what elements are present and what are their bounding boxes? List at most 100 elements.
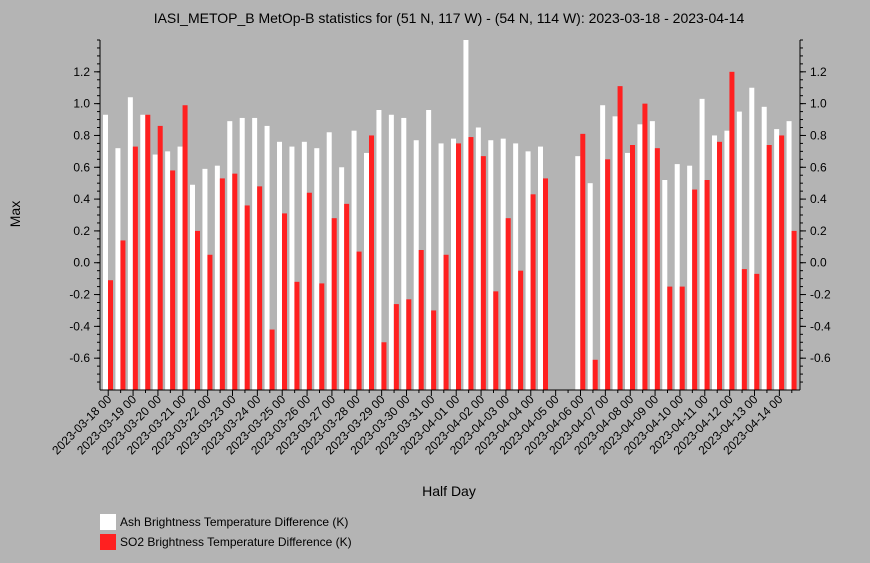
so2-bar [145, 114, 151, 391]
so2-bar [319, 283, 325, 390]
so2-bar [232, 173, 238, 390]
ash-bar [687, 165, 693, 390]
ash-bar [786, 121, 792, 390]
ash-bar [736, 111, 742, 390]
ash-bar [351, 130, 357, 390]
so2-bar [406, 299, 412, 390]
plot-area: -0.6 -0.6 -0.4 -0.4 -0.2 -0.2 0.0 0.0 0.2 0.2 0.4 0… [49, 39, 831, 457]
so2-bar [505, 218, 511, 390]
ash-bar [488, 140, 494, 390]
so2-bar [132, 146, 138, 390]
so2-bar [418, 250, 424, 390]
so2-bar [766, 145, 772, 390]
so2-bar [120, 240, 126, 390]
so2-bar [754, 273, 760, 390]
so2-bar [108, 280, 113, 390]
so2-bar [369, 135, 374, 390]
legend-label-ash: Ash Brightness Temperature Difference (K… [120, 515, 349, 529]
ash-bar [165, 151, 171, 390]
y-tick-label-left: 0.8 [73, 128, 90, 142]
y-tick-label-right: 0.2 [810, 224, 827, 238]
y-tick-label-right: 0.0 [810, 256, 827, 270]
so2-bar [480, 156, 486, 390]
ash-bar [649, 121, 655, 390]
so2-bar [157, 125, 163, 390]
ash-bar [463, 40, 469, 390]
y-tick-label-left: 1.0 [73, 97, 90, 111]
so2-bar [667, 286, 673, 390]
so2-bar [195, 230, 200, 390]
ash-bar [289, 146, 295, 390]
y-tick-label-right: 1.2 [810, 65, 827, 79]
so2-bar [729, 71, 735, 390]
so2-bar [518, 270, 524, 390]
so2-bar [530, 194, 536, 390]
ash-bar [438, 143, 444, 390]
ash-bar [326, 132, 332, 390]
so2-bar [182, 105, 188, 390]
so2-bar [381, 342, 387, 390]
y-tick-label-left: 1.2 [73, 65, 90, 79]
y-tick-label-left: 0.6 [73, 160, 90, 174]
y-axis-label: Max [7, 201, 23, 227]
ash-bar [674, 164, 680, 390]
so2-bar [704, 180, 710, 390]
so2-bar [543, 178, 548, 390]
ash-bar [426, 110, 432, 390]
x-axis-label: Half Day [422, 483, 476, 499]
ash-bar [712, 135, 717, 390]
ash-bar [637, 124, 643, 390]
so2-bar [282, 213, 287, 390]
ash-bar [413, 140, 419, 390]
ash-bar [264, 125, 270, 390]
ash-bar [152, 154, 158, 390]
legend-label-so2: SO2 Brightness Temperature Difference (K… [120, 535, 352, 549]
y-tick-label-left: -0.6 [69, 351, 90, 365]
so2-bar [207, 254, 213, 390]
legend-swatch-ash [100, 514, 116, 530]
so2-bar [356, 251, 362, 390]
so2-bar [630, 145, 635, 390]
ash-bar [388, 114, 394, 391]
chart-title: IASI_METOP_B MetOp-B statistics for (51 … [154, 10, 745, 26]
y-tick-label-left: -0.2 [69, 288, 90, 302]
ash-bar [500, 138, 506, 390]
so2-bar [170, 170, 176, 390]
so2-bar [431, 310, 437, 390]
so2-bar [344, 203, 350, 390]
so2-bar [456, 143, 461, 390]
ash-bar [513, 143, 519, 390]
so2-bar [443, 254, 449, 390]
y-tick-label-right: -0.4 [810, 319, 831, 333]
ash-bar [376, 110, 382, 390]
so2-bar [219, 178, 225, 390]
so2-bar [493, 291, 499, 390]
so2-bar [244, 205, 250, 390]
ash-bar [190, 184, 195, 390]
ash-bar [252, 117, 258, 390]
ash-bar [314, 148, 320, 390]
so2-bar [617, 86, 623, 390]
ash-bar [525, 151, 531, 390]
ash-bar [103, 114, 108, 391]
so2-bar [741, 269, 747, 390]
ash-bar [724, 130, 730, 390]
so2-bar [269, 329, 275, 390]
ash-bar [239, 117, 245, 390]
ash-bar [451, 138, 456, 390]
ash-bar [575, 156, 581, 390]
ash-bar [127, 97, 133, 391]
legend-swatch-so2 [100, 534, 116, 550]
so2-bar [393, 304, 399, 390]
ash-bar [749, 87, 755, 390]
so2-bar [580, 133, 586, 391]
so2-bar [779, 135, 785, 390]
so2-bar [654, 148, 660, 390]
y-tick-label-right: -0.2 [810, 288, 831, 302]
ash-bar [177, 146, 183, 390]
ash-bar [115, 148, 121, 390]
legend-item-so2: SO2 Brightness Temperature Difference (K… [100, 532, 352, 552]
ash-bar [301, 141, 307, 390]
ash-bar [699, 98, 705, 391]
